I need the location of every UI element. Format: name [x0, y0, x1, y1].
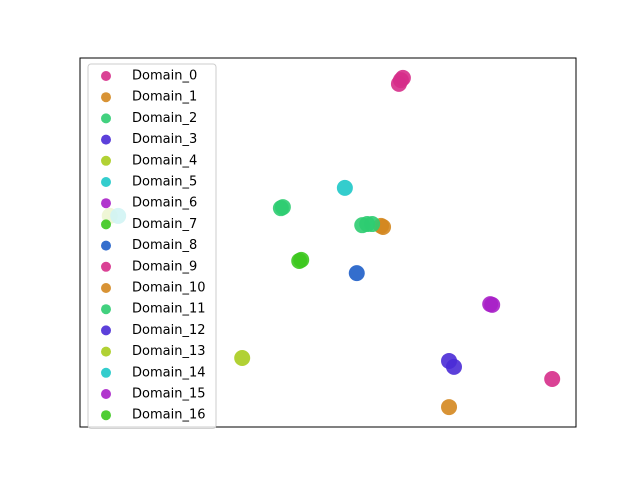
- legend-marker: [101, 240, 111, 251]
- legend-label: Domain_7: [132, 217, 197, 232]
- legend-marker: [101, 198, 111, 209]
- legend-marker: [101, 367, 111, 378]
- legend-label: Domain_10: [132, 281, 206, 296]
- legend-label: Domain_9: [132, 259, 197, 274]
- legend-marker: [101, 155, 111, 166]
- point: [291, 252, 308, 269]
- point: [336, 179, 353, 196]
- legend-label: Domain_0: [132, 69, 197, 84]
- legend-marker: [101, 389, 111, 399]
- point: [348, 265, 365, 282]
- legend-marker: [101, 113, 111, 124]
- legend-marker: [101, 261, 111, 272]
- legend-marker: [101, 177, 111, 187]
- legend-marker: [101, 304, 111, 315]
- legend-marker: [101, 410, 111, 421]
- point: [394, 69, 411, 86]
- point: [445, 358, 462, 375]
- legend-label: Domain_5: [132, 175, 197, 190]
- legend-marker: [101, 219, 111, 230]
- point: [234, 349, 251, 366]
- legend-label: Domain_14: [132, 365, 206, 380]
- point: [484, 296, 501, 313]
- point: [544, 371, 561, 388]
- legend-label: Domain_15: [132, 387, 206, 402]
- legend-marker: [101, 92, 111, 103]
- legend-label: Domain_16: [132, 408, 206, 423]
- legend-label: Domain_6: [132, 196, 197, 211]
- point: [441, 399, 458, 416]
- legend-marker: [101, 71, 111, 81]
- plot-frame: [79, 57, 577, 428]
- legend-label: Domain_1: [132, 90, 197, 105]
- point: [364, 216, 381, 233]
- legend-marker: [101, 325, 111, 336]
- legend-marker: [101, 134, 111, 145]
- point: [272, 200, 289, 217]
- legend-label: Domain_2: [132, 111, 197, 126]
- legend-label: Domain_12: [132, 323, 206, 338]
- legend-label: Domain_4: [132, 153, 197, 168]
- legend-box: [87, 63, 217, 429]
- legend-label: Domain_13: [132, 344, 206, 359]
- legend-label: Domain_11: [132, 302, 206, 317]
- legend-label: Domain_8: [132, 238, 197, 253]
- legend-marker: [101, 283, 111, 293]
- legend-label: Domain_3: [132, 132, 197, 147]
- legend-marker: [101, 346, 111, 357]
